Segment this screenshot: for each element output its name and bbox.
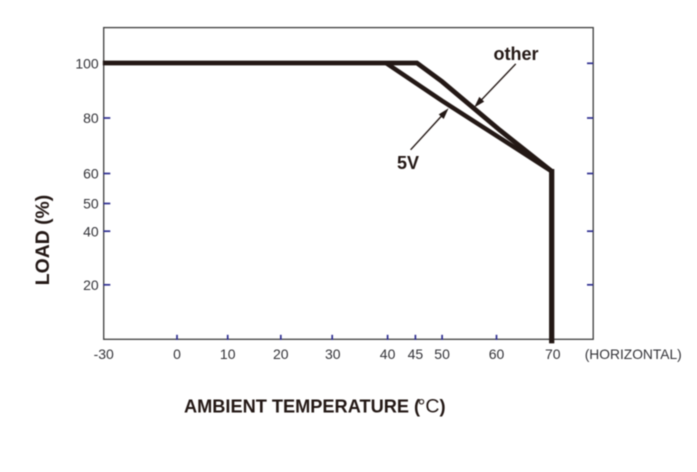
svg-text:10: 10 xyxy=(220,346,236,362)
svg-text:50: 50 xyxy=(434,346,450,362)
svg-text:60: 60 xyxy=(83,166,99,182)
svg-text:30: 30 xyxy=(325,346,341,362)
svg-text:70: 70 xyxy=(545,346,561,362)
svg-text:20: 20 xyxy=(273,346,289,362)
svg-text:60: 60 xyxy=(489,346,505,362)
svg-text:80: 80 xyxy=(83,110,99,126)
svg-text:5V: 5V xyxy=(397,153,419,173)
svg-text:100: 100 xyxy=(75,55,99,71)
svg-text:0: 0 xyxy=(173,346,181,362)
svg-text:AMBIENT TEMPERATURE (°C): AMBIENT TEMPERATURE (°C) xyxy=(184,396,446,418)
svg-text:40: 40 xyxy=(83,223,99,239)
svg-text:40: 40 xyxy=(380,346,396,362)
svg-text:45: 45 xyxy=(408,346,424,362)
svg-text:50: 50 xyxy=(83,196,99,212)
svg-text:-30: -30 xyxy=(94,346,114,362)
svg-text:(HORIZONTAL): (HORIZONTAL) xyxy=(585,347,682,362)
svg-text:other: other xyxy=(494,44,539,64)
svg-text:LOAD (%): LOAD (%) xyxy=(32,195,54,285)
svg-text:20: 20 xyxy=(83,277,99,293)
